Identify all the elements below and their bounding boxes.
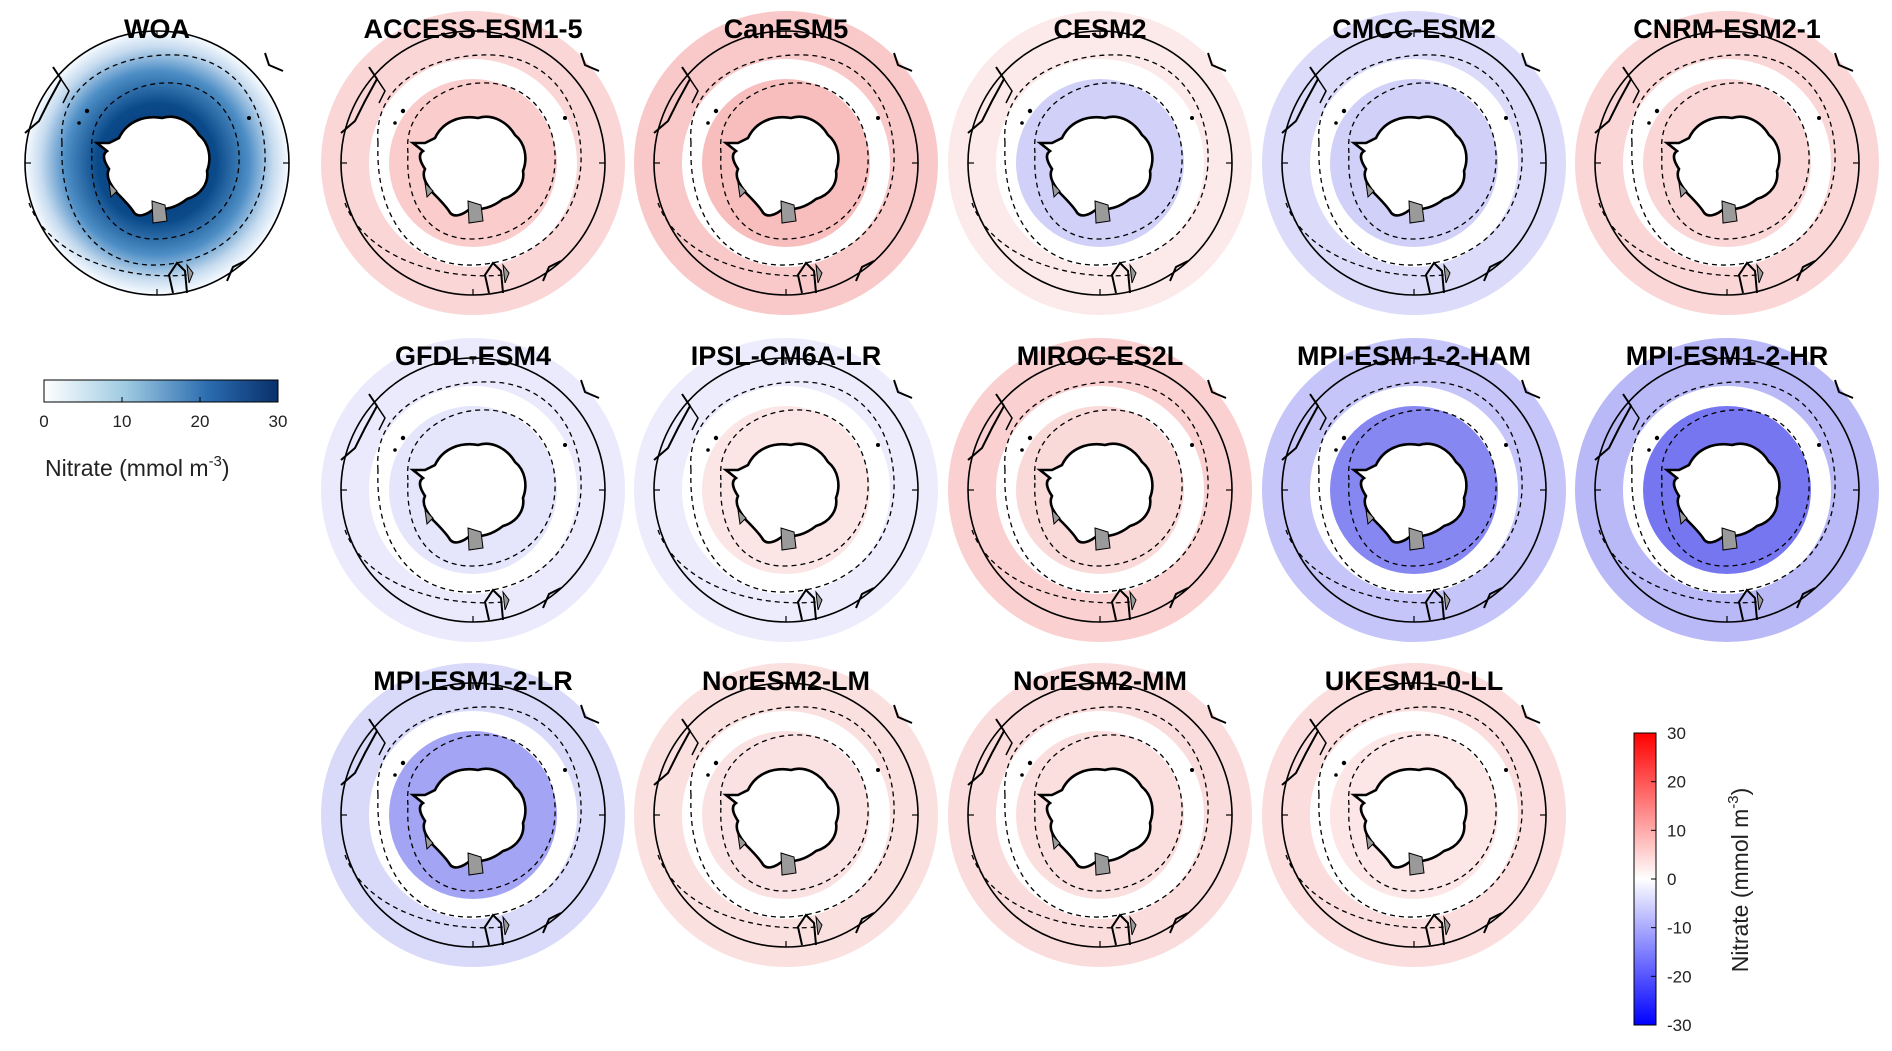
panel-title-mpi-esm1-2-hr: MPI-ESM1-2-HR — [1626, 341, 1829, 371]
panel-title-ukesm1-0-ll: UKESM1-0-LL — [1325, 666, 1504, 696]
difference-colorbar-ticks: 30 20 10 0 -10 -20 -30 — [1651, 724, 1692, 1035]
difference-colorbar-label: Nitrate (mmol m-3) — [1725, 788, 1753, 973]
panel-access-esm1-5 — [321, 11, 625, 315]
difference-colorbar-tick-label: 10 — [1667, 821, 1686, 840]
panel-title-gfdl-esm4: GFDL-ESM4 — [395, 341, 551, 371]
woa-colorbar-tick-label: 20 — [191, 412, 210, 431]
panel-title-ipsl-cm6a-lr: IPSL-CM6A-LR — [691, 341, 882, 371]
difference-colorbar-tick-label: 30 — [1667, 724, 1686, 743]
panel-title-mpi-esm1-2-lr: MPI-ESM1-2-LR — [373, 666, 573, 696]
difference-colorbar-tick-label: -10 — [1667, 919, 1692, 938]
difference-colorbar-tick-label: -30 — [1667, 1016, 1692, 1035]
panel-title-canesm5: CanESM5 — [724, 14, 849, 44]
panel-cmcc-esm2 — [1262, 11, 1566, 315]
panel-cesm2 — [948, 11, 1252, 315]
panel-mpi-esm1-2-lr — [321, 663, 625, 967]
panel-mpi-esm-1-2-ham — [1262, 338, 1566, 642]
panel-title-miroc-es2l: MIROC-ES2L — [1017, 341, 1184, 371]
woa-colorbar-tick-label: 10 — [113, 412, 132, 431]
panel-noresm2-lm — [634, 663, 938, 967]
difference-colorbar-tick-label: 0 — [1667, 870, 1676, 889]
panel-cnrm-esm2-1 — [1575, 11, 1879, 315]
panel-title-noresm2-mm: NorESM2-MM — [1013, 666, 1187, 696]
difference-colorbar: 30 20 10 0 -10 -20 -30 Nitrate (mmol m-3) — [1633, 724, 1753, 1035]
panel-mpi-esm1-2-hr — [1575, 338, 1879, 642]
panel-woa — [23, 29, 291, 297]
panel-noresm2-mm — [948, 663, 1252, 967]
woa-colorbar: 0 10 20 30 Nitrate (mmol m-3) — [39, 379, 287, 481]
panel-title-mpi-esm-1-2-ham: MPI-ESM-1-2-HAM — [1297, 341, 1531, 371]
model-panels: ACCESS-ESM1-5 CanESM5 CESM2 CMCC-ESM2 CNRM-E… — [321, 11, 1879, 967]
panel-ipsl-cm6a-lr — [634, 338, 938, 642]
panel-title-access-esm1-5: ACCESS-ESM1-5 — [363, 14, 582, 44]
difference-colorbar-tick-label: -20 — [1667, 967, 1692, 986]
panel-gfdl-esm4 — [321, 338, 625, 642]
woa-colorbar-tick-label: 30 — [269, 412, 288, 431]
panel-title-noresm2-lm: NorESM2-LM — [702, 666, 870, 696]
panel-title-cmcc-esm2: CMCC-ESM2 — [1332, 14, 1496, 44]
difference-colorbar-tick-label: 20 — [1667, 773, 1686, 792]
panel-miroc-es2l — [948, 338, 1252, 642]
panel-title-woa: WOA — [124, 14, 190, 44]
panel-canesm5 — [634, 11, 938, 315]
woa-colorbar-tick-label: 0 — [39, 412, 48, 431]
woa-colorbar-ticks: 0 10 20 30 — [39, 397, 287, 431]
woa-colorbar-label: Nitrate (mmol m-3) — [45, 453, 230, 481]
panel-title-cnrm-esm2-1: CNRM-ESM2-1 — [1633, 14, 1821, 44]
panel-ukesm1-0-ll — [1262, 663, 1566, 967]
panel-title-cesm2: CESM2 — [1053, 14, 1146, 44]
